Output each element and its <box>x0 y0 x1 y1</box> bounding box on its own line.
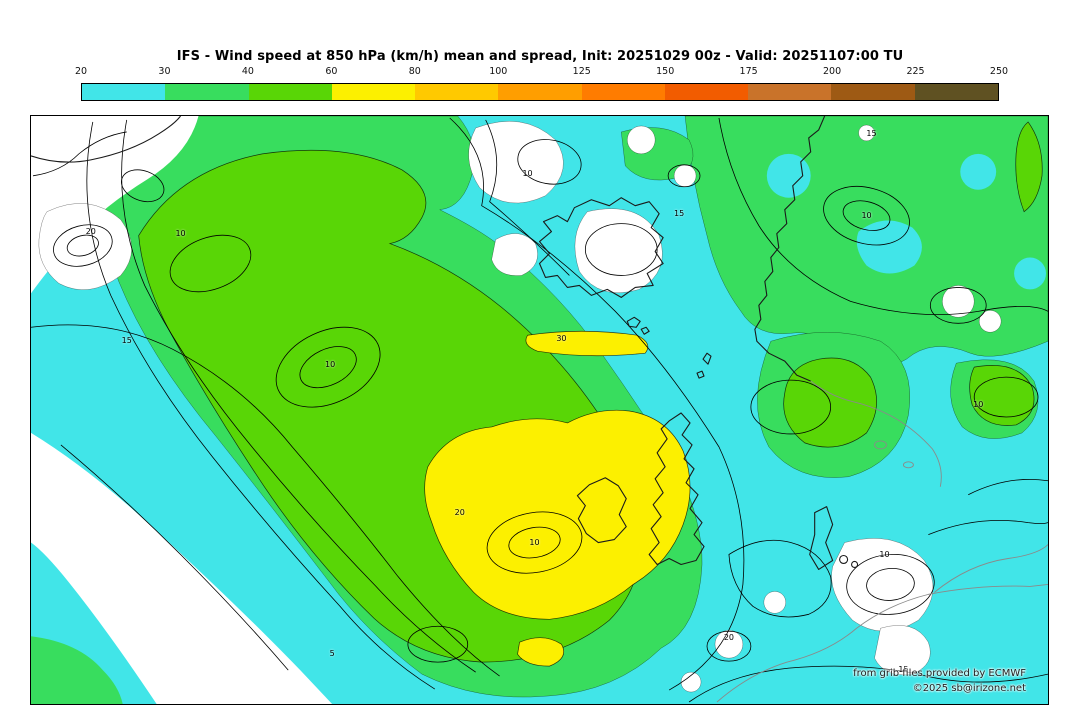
baltic-coast <box>934 544 1048 593</box>
greenland-coast <box>31 116 181 163</box>
credits: from grib files provided by ECMWF ©2025 … <box>853 666 1026 696</box>
sweden-coast <box>810 380 942 487</box>
ireland-coast <box>576 477 627 544</box>
colorbar-segment <box>165 84 249 100</box>
credit-copyright: ©2025 sb@irizone.net <box>912 683 1026 694</box>
great-britain-coast <box>648 412 705 566</box>
colorbar-tick-label: 250 <box>989 66 1009 77</box>
band-60-80 <box>424 330 691 667</box>
denmark-coast <box>809 506 834 571</box>
colorbar-tick-label: 30 <box>158 66 171 77</box>
nw-europe-coast <box>716 583 1048 703</box>
colorbar-tick-label: 100 <box>489 66 508 77</box>
colorbar-tick-label: 20 <box>74 66 88 77</box>
iceland-coast <box>538 197 664 298</box>
lake-outline <box>902 461 914 469</box>
colorbar-segment <box>581 84 665 100</box>
band-below-20-white <box>31 116 1002 704</box>
spread-contours <box>31 117 1048 703</box>
colorbar-tick-label: 80 <box>408 66 421 77</box>
colorbar-segment <box>914 84 998 100</box>
page-title: IFS - Wind speed at 850 hPa (km/h) mean … <box>176 49 904 64</box>
map-canvas: 20 10 15 10 20 10 30 10 15 15 10 10 10 15 20 5 from gri… <box>30 115 1049 705</box>
wind-field-svg <box>31 116 1048 704</box>
colorbar-segment <box>331 84 416 100</box>
colorbar-segment <box>498 84 582 100</box>
colorbar-segment <box>748 84 832 100</box>
credit-source: from grib files provided by ECMWF <box>853 668 1026 679</box>
colorbar-tick-label: 125 <box>572 66 591 77</box>
colorbar-segment <box>82 84 166 100</box>
colorbar-segment <box>415 84 499 100</box>
colorbar-segment <box>664 84 749 100</box>
colorbar <box>81 83 999 101</box>
colorbar-tick-label: 200 <box>823 66 842 77</box>
colorbar-tick-label: 175 <box>739 66 758 77</box>
norway-coast <box>754 116 826 382</box>
danish-island <box>839 554 849 565</box>
shetland-coast <box>696 352 712 379</box>
danish-island <box>851 560 859 569</box>
colorbar-segment <box>248 84 332 100</box>
colorbar-tick-label: 225 <box>906 66 925 77</box>
colorbar-tick-labels: 20 30 40 60 80 100 125 150 175 200 225 250 <box>75 66 1008 79</box>
faroe-islands-coast <box>626 316 650 335</box>
colorbar-tick-label: 60 <box>325 66 338 77</box>
lake-outline <box>874 440 887 450</box>
colorbar-segment <box>831 84 915 100</box>
colorbar-tick-label: 150 <box>656 66 675 77</box>
coastlines <box>31 116 1048 703</box>
colorbar-tick-label: 40 <box>241 66 254 77</box>
